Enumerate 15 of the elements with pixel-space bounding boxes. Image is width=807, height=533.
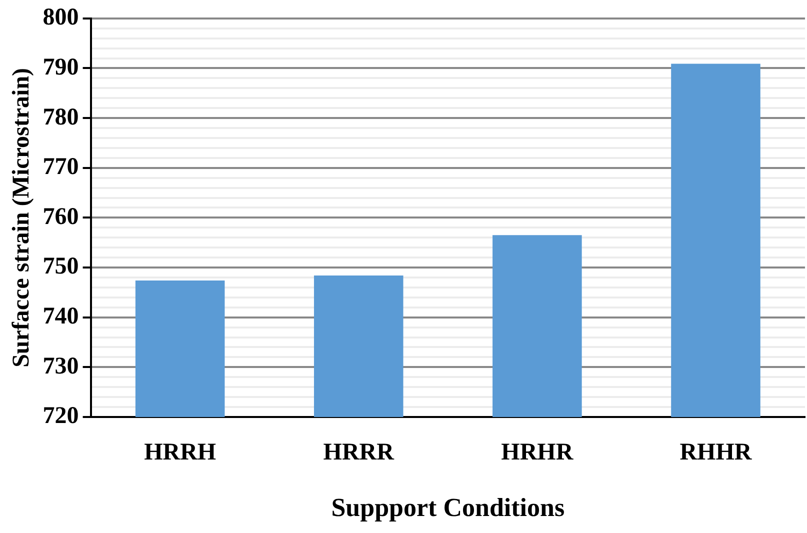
y-tick-label: 720: [42, 403, 79, 430]
y-tick-label: 790: [42, 54, 79, 80]
x-tick-label: HRRH: [144, 440, 216, 466]
y-tick-label: 780: [42, 104, 79, 130]
y-axis-title: Surfacce strain (Microstrain): [8, 68, 35, 368]
y-tick-label: 730: [42, 353, 79, 380]
x-tick-label: HRHR: [501, 440, 574, 466]
y-tick-label: 750: [42, 254, 79, 280]
y-tick-label: 770: [42, 154, 79, 180]
x-tick-label: HRRR: [323, 440, 395, 466]
y-tick-label: 800: [42, 4, 79, 31]
x-tick-label: RHHR: [680, 440, 752, 466]
x-axis-title: Suppport Conditions: [331, 493, 565, 522]
y-tick-label: 760: [42, 204, 79, 230]
y-tick-label: 740: [42, 304, 79, 330]
